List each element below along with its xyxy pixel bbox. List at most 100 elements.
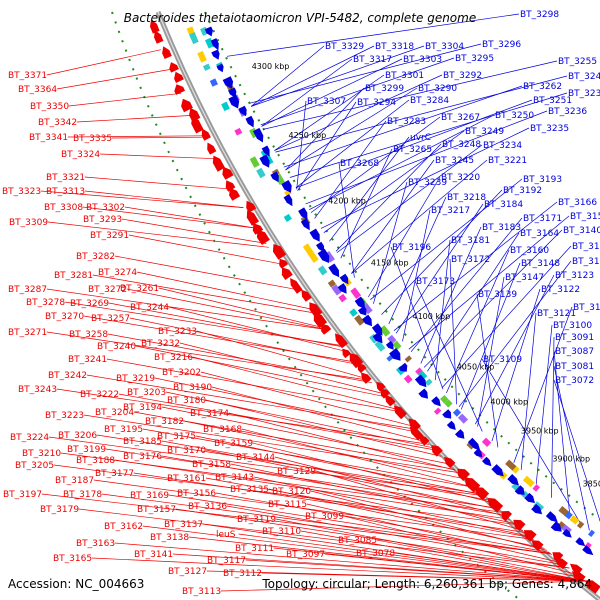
- right-gene-label: BT_3283: [387, 117, 426, 127]
- left-gene-label: BT_3274: [98, 268, 137, 278]
- feature-block: [221, 101, 230, 112]
- reverse-gene-arrow: [246, 200, 257, 213]
- right-label-line: [395, 203, 484, 334]
- left-gene-label: BT_3144: [236, 453, 275, 463]
- left-label-line: [220, 580, 587, 592]
- right-label-line: [491, 288, 541, 442]
- forward-gene-arrow: [300, 218, 310, 231]
- reverse-gene-arrow: [523, 530, 537, 542]
- left-label-line: [46, 49, 161, 76]
- right-label-line: [260, 57, 455, 126]
- forward-gene-arrow: [455, 429, 465, 439]
- right-label-line: [226, 13, 520, 57]
- left-label-line: [275, 518, 583, 578]
- kbp-tick-label: 4300 kbp: [252, 62, 290, 71]
- left-gene-label: BT_3241: [68, 355, 107, 365]
- left-label-line: [253, 476, 531, 537]
- kbp-tick-label: 4000 kbp: [490, 397, 528, 406]
- forward-gene-arrow: [228, 87, 237, 98]
- kbp-tick-label: 4150 kbp: [371, 258, 409, 267]
- genome-title: Bacteroides thetaiotaomicron VPI-5482, c…: [124, 11, 476, 25]
- reverse-gene-arrow: [279, 258, 289, 269]
- left-label-line: [215, 492, 550, 553]
- right-gene-label: BT_3091: [555, 333, 594, 343]
- reverse-gene-arrow: [431, 445, 443, 457]
- right-label-line: [420, 226, 482, 364]
- forward-gene-arrow: [389, 348, 401, 361]
- right-gene-label: BT_3251: [533, 96, 572, 106]
- right-label-line: [250, 45, 325, 107]
- left-label-line: [306, 503, 564, 564]
- forward-gene-arrow: [467, 437, 481, 451]
- forward-gene-arrow: [339, 273, 349, 285]
- reverse-gene-arrow: [585, 580, 600, 594]
- forward-gene-arrow: [545, 511, 558, 523]
- right-gene-label: BT_3290: [418, 84, 457, 94]
- left-gene-label: BT_3261: [120, 284, 159, 294]
- kbp-tick-label: 3950 kbp: [521, 427, 559, 436]
- left-gene-label: BT_3115: [268, 500, 307, 510]
- reverse-gene-arrow: [169, 62, 179, 73]
- inner-dotted-track: [111, 11, 521, 600]
- left-gene-label: BT_3335: [73, 134, 112, 144]
- right-label-line: [329, 136, 410, 242]
- right-label-line: [481, 358, 581, 523]
- left-gene-label: BT_3168: [203, 425, 242, 435]
- left-gene-label: BT_3216: [154, 353, 193, 363]
- right-label-line: [434, 239, 451, 381]
- right-gene-label: BT_3193: [523, 175, 562, 185]
- right-gene-labels: BT_3298 BT_3329 BT_3318 BT_3304 BT_3296 BT_33…: [307, 10, 600, 386]
- feature-block: [417, 370, 428, 381]
- left-gene-label: BT_3185: [123, 437, 162, 447]
- left-gene-label: BT_3187: [55, 476, 94, 486]
- feature-block: [564, 511, 573, 520]
- right-gene-label: BT_3196: [392, 243, 431, 253]
- left-label-line: [158, 287, 328, 330]
- left-gene-label: BT_3141: [134, 550, 173, 560]
- left-gene-label: BT_3222: [80, 390, 119, 400]
- feature-block: [256, 167, 266, 179]
- right-gene-label: BT_3217: [431, 206, 470, 216]
- right-gene-label: BT_3248: [442, 140, 481, 150]
- forward-gene-arrow: [550, 521, 562, 532]
- forward-gene-arrow: [238, 105, 247, 117]
- forward-gene-arrow: [482, 456, 492, 467]
- left-label-line: [205, 477, 532, 538]
- right-label-line: [553, 379, 600, 522]
- right-gene-label: uvrC: [410, 133, 431, 143]
- kbp-tick-label: 3850 kbp: [583, 479, 600, 488]
- left-gene-label: BT_3194: [123, 403, 162, 413]
- feature-block: [387, 334, 397, 345]
- left-gene-label: BT_3210: [22, 449, 61, 459]
- right-gene-label: BT_3235: [530, 124, 569, 134]
- right-gene-label: BT_3166: [558, 198, 597, 208]
- right-gene-label: BT_3103: [573, 303, 600, 313]
- forward-gene-arrow: [337, 283, 347, 294]
- feature-block: [362, 303, 373, 315]
- right-gene-label: BT_3317: [353, 55, 392, 65]
- left-label-line: [82, 206, 257, 229]
- forward-gene-arrow: [211, 49, 220, 60]
- left-gene-label: BT_3257: [91, 314, 130, 324]
- forward-gene-arrow: [491, 464, 504, 477]
- left-label-line: [133, 472, 526, 533]
- right-gene-label: BT_3140: [563, 226, 600, 236]
- right-label-line: [446, 249, 510, 394]
- forward-gene-arrow: [317, 248, 330, 263]
- right-label-line: [249, 43, 482, 104]
- reverse-gene-arrow: [342, 348, 351, 359]
- feature-block: [433, 407, 442, 415]
- reverse-gene-arrow: [252, 223, 264, 235]
- left-label-line: [161, 440, 488, 501]
- left-label-line: [324, 553, 587, 582]
- right-label-line: [274, 74, 385, 151]
- forward-gene-arrow: [216, 63, 224, 73]
- right-gene-label: BT_3221: [488, 156, 527, 166]
- left-gene-label: BT_3202: [162, 368, 201, 378]
- left-gene-label: BT_3158: [192, 460, 231, 470]
- feature-block: [308, 252, 319, 263]
- left-label-line: [56, 69, 170, 90]
- kbp-tick-label: 4200 kbp: [328, 197, 366, 206]
- forward-gene-arrow: [204, 26, 213, 37]
- kbp-tick-label: 4250 kbp: [289, 131, 327, 140]
